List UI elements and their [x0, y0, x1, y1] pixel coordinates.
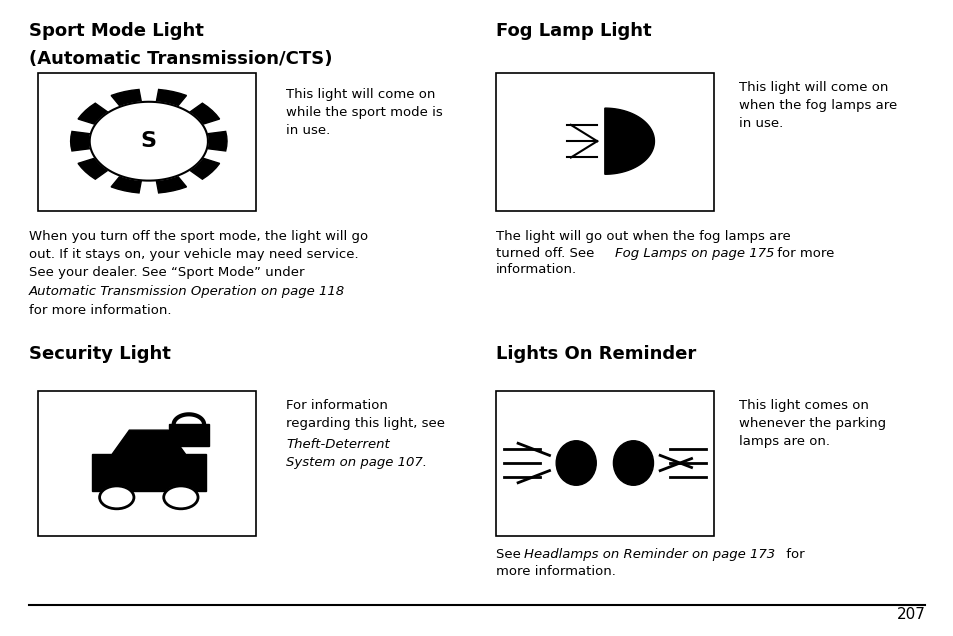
Polygon shape	[189, 103, 219, 125]
Text: Lights On Reminder: Lights On Reminder	[496, 345, 696, 363]
Text: 207: 207	[896, 607, 924, 622]
Bar	[496, 391, 713, 536]
Polygon shape	[156, 90, 187, 107]
Text: for more information.: for more information.	[29, 304, 171, 317]
Polygon shape	[207, 132, 227, 151]
Ellipse shape	[613, 441, 653, 485]
Text: Theft-Deterrent
System on page 107.: Theft-Deterrent System on page 107.	[286, 438, 427, 469]
Text: for more: for more	[772, 247, 833, 259]
Polygon shape	[111, 176, 141, 193]
Text: S: S	[141, 131, 156, 151]
Text: turned off. See: turned off. See	[496, 247, 598, 259]
Bar	[496, 73, 713, 211]
Text: (Automatic Transmission/CTS): (Automatic Transmission/CTS)	[29, 50, 332, 67]
Text: This light comes on
whenever the parking
lamps are on.: This light comes on whenever the parking…	[739, 399, 885, 448]
Polygon shape	[604, 108, 654, 174]
Polygon shape	[78, 103, 109, 125]
Polygon shape	[71, 132, 91, 151]
Text: information.: information.	[496, 263, 577, 276]
Text: This light will come on
when the fog lamps are
in use.: This light will come on when the fog lam…	[739, 81, 897, 130]
Text: Fog Lamps on page 175: Fog Lamps on page 175	[615, 247, 774, 259]
Polygon shape	[189, 158, 219, 179]
Text: for: for	[781, 548, 804, 561]
Text: Headlamps on Reminder on page 173: Headlamps on Reminder on page 173	[523, 548, 774, 561]
Bar	[38, 391, 255, 536]
Polygon shape	[156, 176, 187, 193]
Text: Sport Mode Light: Sport Mode Light	[29, 22, 203, 40]
Text: See: See	[496, 548, 525, 561]
Text: more information.: more information.	[496, 565, 616, 577]
Circle shape	[90, 102, 208, 181]
Ellipse shape	[556, 441, 596, 485]
Polygon shape	[78, 158, 109, 179]
Text: For information
regarding this light, see: For information regarding this light, se…	[286, 399, 445, 431]
Text: When you turn off the sport mode, the light will go
out. If it stays on, your ve: When you turn off the sport mode, the li…	[29, 230, 367, 279]
Polygon shape	[169, 424, 209, 446]
Text: The light will go out when the fog lamps are: The light will go out when the fog lamps…	[496, 230, 790, 243]
Polygon shape	[111, 90, 141, 107]
Polygon shape	[112, 430, 185, 454]
Text: This light will come on
while the sport mode is
in use.: This light will come on while the sport …	[286, 88, 442, 137]
Text: Fog Lamp Light: Fog Lamp Light	[496, 22, 651, 40]
Bar	[38, 73, 255, 211]
Polygon shape	[91, 454, 206, 491]
Circle shape	[99, 486, 133, 509]
Text: Automatic Transmission Operation on page 118: Automatic Transmission Operation on page…	[29, 285, 344, 298]
Text: Security Light: Security Light	[29, 345, 171, 363]
Circle shape	[164, 486, 198, 509]
